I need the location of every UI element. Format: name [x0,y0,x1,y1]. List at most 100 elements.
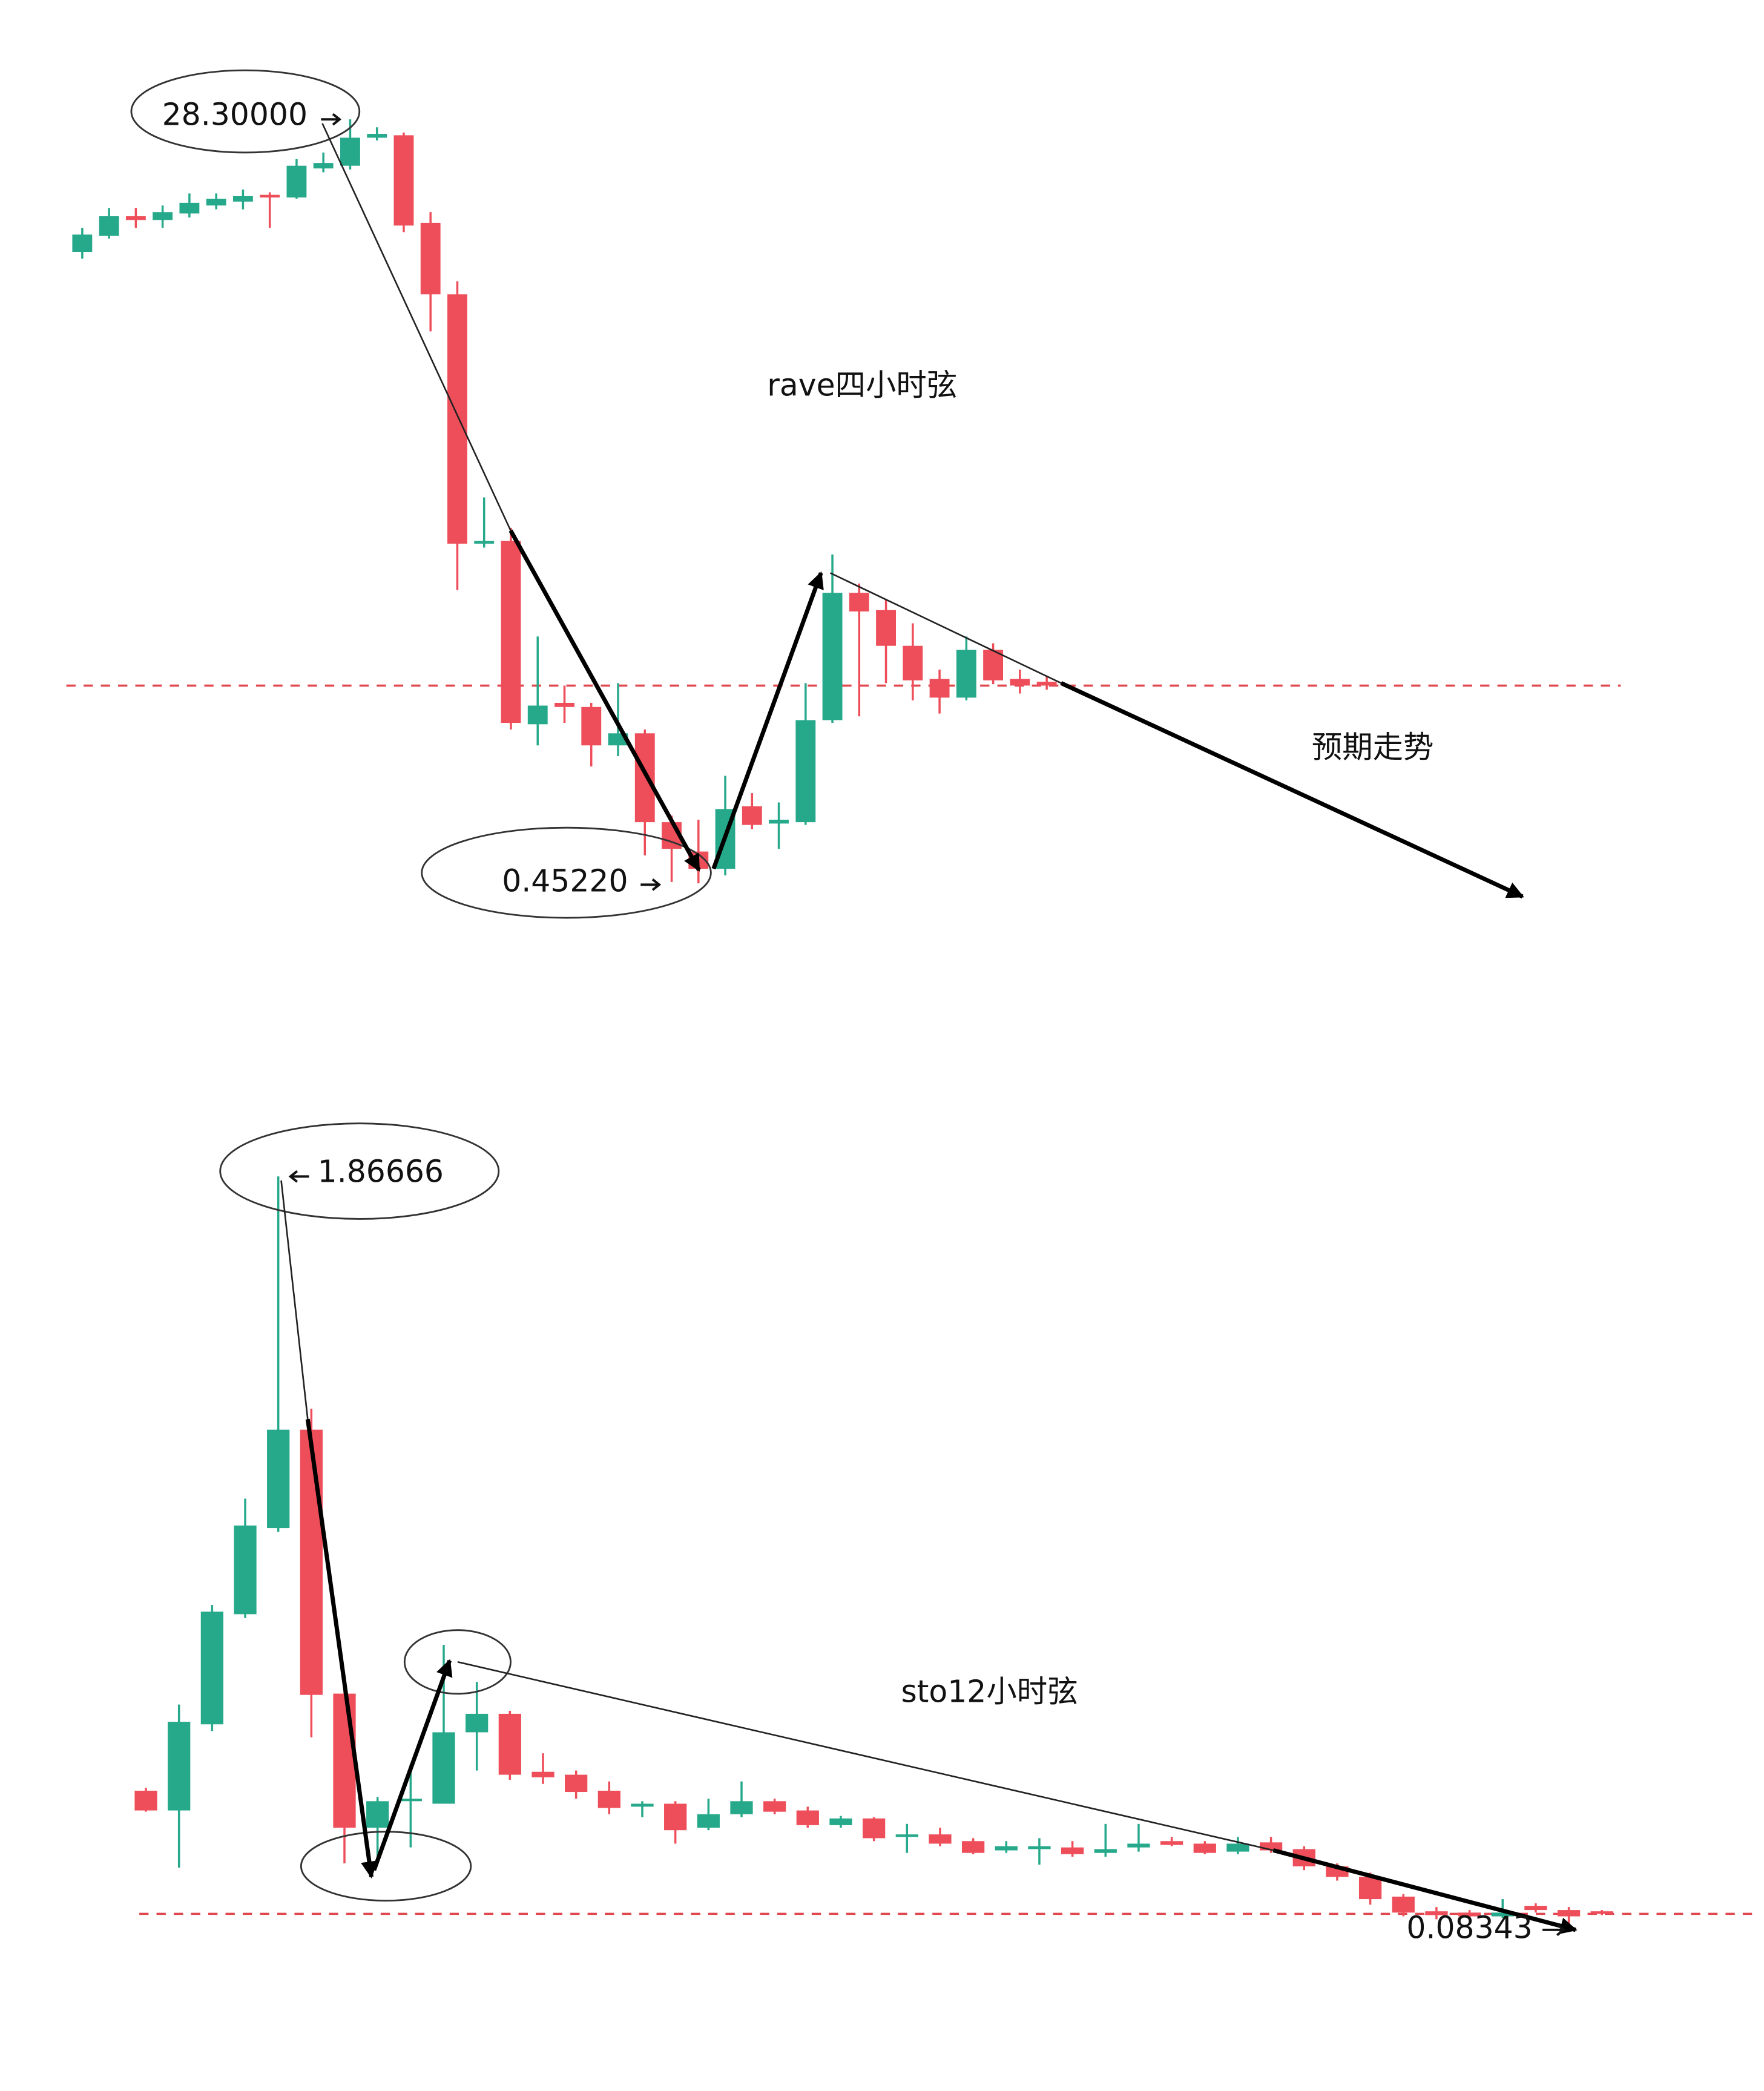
candle-body [333,1693,356,1828]
candle-body [634,733,655,823]
candle-body [742,806,762,825]
candle-body [876,610,897,646]
candle-body [929,1834,952,1844]
candle-body [929,679,950,698]
candle-body [501,541,521,723]
candle-body [664,1803,687,1831]
pointer-arrow [321,113,342,126]
candle-body [527,705,548,725]
candle-body [1226,1843,1249,1852]
trend-arrow [372,1659,453,1871]
candle-body [1010,679,1030,686]
candle-body [903,645,923,680]
candle-body [829,1818,852,1825]
candle-body [730,1801,753,1814]
candle-body [232,196,253,202]
candle-body [1491,1912,1514,1917]
candle-body [200,1612,223,1725]
candle-body [206,199,226,206]
candle-body [393,135,414,226]
candle-body [179,202,200,214]
candle-body [1458,1912,1481,1917]
annotation: 0.45220 [502,863,628,899]
candle-body [565,1774,588,1793]
candle-body [631,1803,654,1807]
candle-body [795,720,816,823]
candle-body [581,706,602,746]
trend-arrow [1272,1848,1578,1934]
candle-body [769,820,789,824]
annotation: 28.30000 [162,96,308,132]
candle-body [260,194,280,198]
highlight-ellipse [421,826,712,919]
candle-body [962,1841,985,1853]
trend-line [321,123,512,531]
candle-body [895,1834,918,1837]
candle-body [555,702,574,707]
highlight-ellipse [403,1629,512,1695]
candle-body [99,216,119,236]
candle-body [300,1429,323,1695]
candle-body [313,163,334,169]
candle-body [532,1771,555,1777]
trend-line [280,1180,309,1420]
candle-body [267,1429,290,1529]
trend-arrow [305,1418,378,1879]
candle-body [1061,1847,1084,1854]
chart-title: sto12小时弦 [901,1673,1078,1709]
pointer-arrow [1542,1923,1566,1937]
candle-body [1094,1849,1117,1853]
candle-body [763,1801,786,1812]
candle-body [366,1801,389,1828]
candle-body [1028,1846,1051,1849]
highlight-ellipse [130,69,361,154]
candle-body [125,216,146,220]
candle-body [153,212,173,220]
trend-arrow [711,571,824,870]
candle-body [995,1846,1018,1851]
candle-body [597,1790,620,1808]
candle-body [1036,682,1057,686]
trend-arrow [1060,681,1524,899]
candle-body [983,650,1004,680]
candle-body [697,1814,720,1828]
candle-body [1557,1910,1581,1917]
pointer-arrow [288,1170,309,1183]
candle-body [134,1790,157,1811]
trend-line [829,572,1062,684]
candle-body [420,222,441,295]
annotation: 1.86666 [318,1153,444,1189]
candle-body [447,294,467,544]
candle-body [1127,1843,1150,1848]
candle-body [72,234,93,252]
candle-body [1193,1843,1216,1853]
chart-title: rave四小时弦 [767,367,957,403]
candle-body [498,1713,521,1775]
candle-body [1392,1896,1415,1913]
candle-body [1358,1877,1382,1900]
annotation: 预期走势 [1312,729,1434,765]
candle-body [474,541,495,544]
annotation: 0.08343 [1406,1909,1532,1945]
candle-body [863,1818,886,1839]
candle-body [1524,1906,1547,1911]
candle-body [1425,1911,1448,1915]
trend-arrow [508,529,701,872]
candle-body [234,1525,257,1615]
pointer-arrow [640,878,662,891]
candle-body [956,650,976,698]
candle-body [849,593,869,612]
candle-body [1160,1841,1183,1845]
candle-body [399,1799,422,1802]
candle-body [286,165,307,198]
highlight-ellipse [219,1122,500,1220]
candle-body [168,1722,191,1811]
candle-body [822,593,843,720]
candle-body [367,134,387,138]
trend-line [457,1661,1274,1851]
candle-body [1590,1911,1613,1914]
candle-body [466,1713,489,1733]
candle-body [340,137,360,166]
